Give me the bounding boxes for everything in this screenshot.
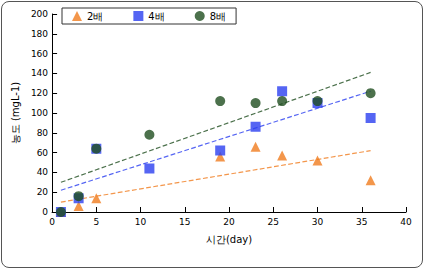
svg-text:30: 30 bbox=[312, 217, 324, 227]
svg-text:4배: 4배 bbox=[148, 11, 164, 22]
svg-text:20: 20 bbox=[223, 217, 235, 227]
svg-text:0: 0 bbox=[49, 217, 55, 227]
svg-text:160: 160 bbox=[31, 49, 48, 59]
svg-text:0: 0 bbox=[42, 207, 48, 217]
svg-text:40: 40 bbox=[37, 167, 49, 177]
svg-text:8배: 8배 bbox=[210, 11, 226, 22]
svg-text:60: 60 bbox=[37, 148, 49, 158]
svg-text:시간(day): 시간(day) bbox=[206, 234, 252, 245]
svg-text:15: 15 bbox=[179, 217, 190, 227]
svg-text:180: 180 bbox=[31, 29, 48, 39]
svg-text:120: 120 bbox=[31, 88, 48, 98]
svg-text:140: 140 bbox=[31, 68, 48, 78]
svg-text:40: 40 bbox=[400, 217, 412, 227]
svg-text:80: 80 bbox=[37, 128, 49, 138]
svg-text:농도 (mgL-1): 농도 (mgL-1) bbox=[10, 82, 21, 145]
svg-text:2배: 2배 bbox=[87, 11, 103, 22]
svg-text:25: 25 bbox=[268, 217, 279, 227]
svg-text:200: 200 bbox=[31, 9, 48, 19]
svg-text:20: 20 bbox=[37, 187, 49, 197]
svg-text:10: 10 bbox=[135, 217, 147, 227]
svg-text:100: 100 bbox=[31, 108, 48, 118]
svg-text:35: 35 bbox=[356, 217, 367, 227]
svg-text:5: 5 bbox=[93, 217, 99, 227]
